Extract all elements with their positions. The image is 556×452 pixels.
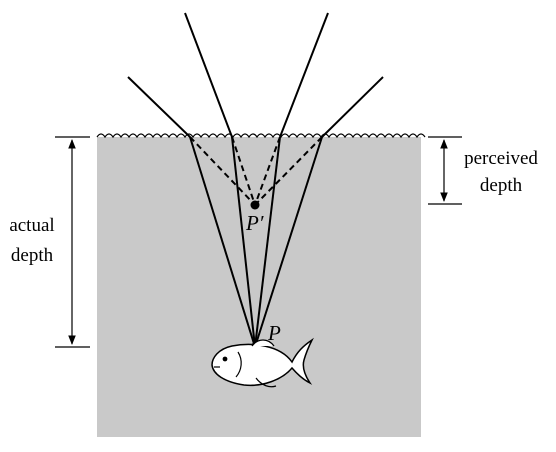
water bbox=[97, 137, 421, 437]
actual-depth-label: depth bbox=[11, 245, 54, 266]
image-point bbox=[250, 200, 260, 210]
image-label: P′ bbox=[245, 211, 264, 235]
virtual-rays bbox=[189, 136, 323, 206]
object-label: P bbox=[267, 321, 281, 345]
fish bbox=[211, 337, 314, 388]
water-surface bbox=[96, 133, 426, 139]
light-rays bbox=[127, 12, 384, 348]
perceived-depth-indicator bbox=[428, 136, 462, 205]
perceived-depth-label: perceived bbox=[464, 148, 538, 169]
actual-depth-label: actual bbox=[9, 215, 54, 236]
actual-depth-indicator bbox=[55, 136, 90, 348]
perceived-depth-label: depth bbox=[480, 175, 523, 196]
